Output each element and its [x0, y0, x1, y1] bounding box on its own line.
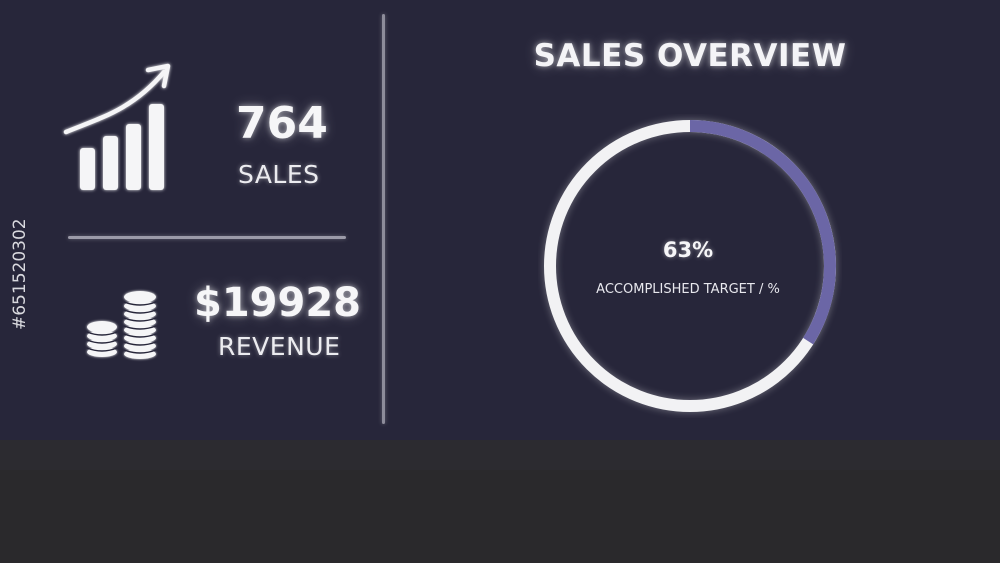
growth-chart-icon [63, 63, 171, 190]
footer-band [0, 440, 1000, 470]
sales-label: SALES [238, 160, 320, 189]
gauge-percent: 63% [662, 238, 714, 262]
page-title: SALES OVERVIEW [533, 38, 847, 74]
revenue-label: REVENUE [218, 332, 341, 361]
stats-divider [68, 236, 346, 239]
gauge-caption: ACCOMPLISHED TARGET / % [596, 282, 780, 297]
watermark-id: #651520302 [10, 218, 30, 330]
sales-value: 764 [236, 98, 328, 149]
coin-stacks-icon [86, 291, 157, 359]
section-divider [382, 14, 385, 424]
revenue-value: $19928 [194, 280, 361, 326]
footer-area [0, 470, 1000, 563]
progress-gauge [544, 120, 836, 412]
gauge-fill [544, 120, 836, 412]
